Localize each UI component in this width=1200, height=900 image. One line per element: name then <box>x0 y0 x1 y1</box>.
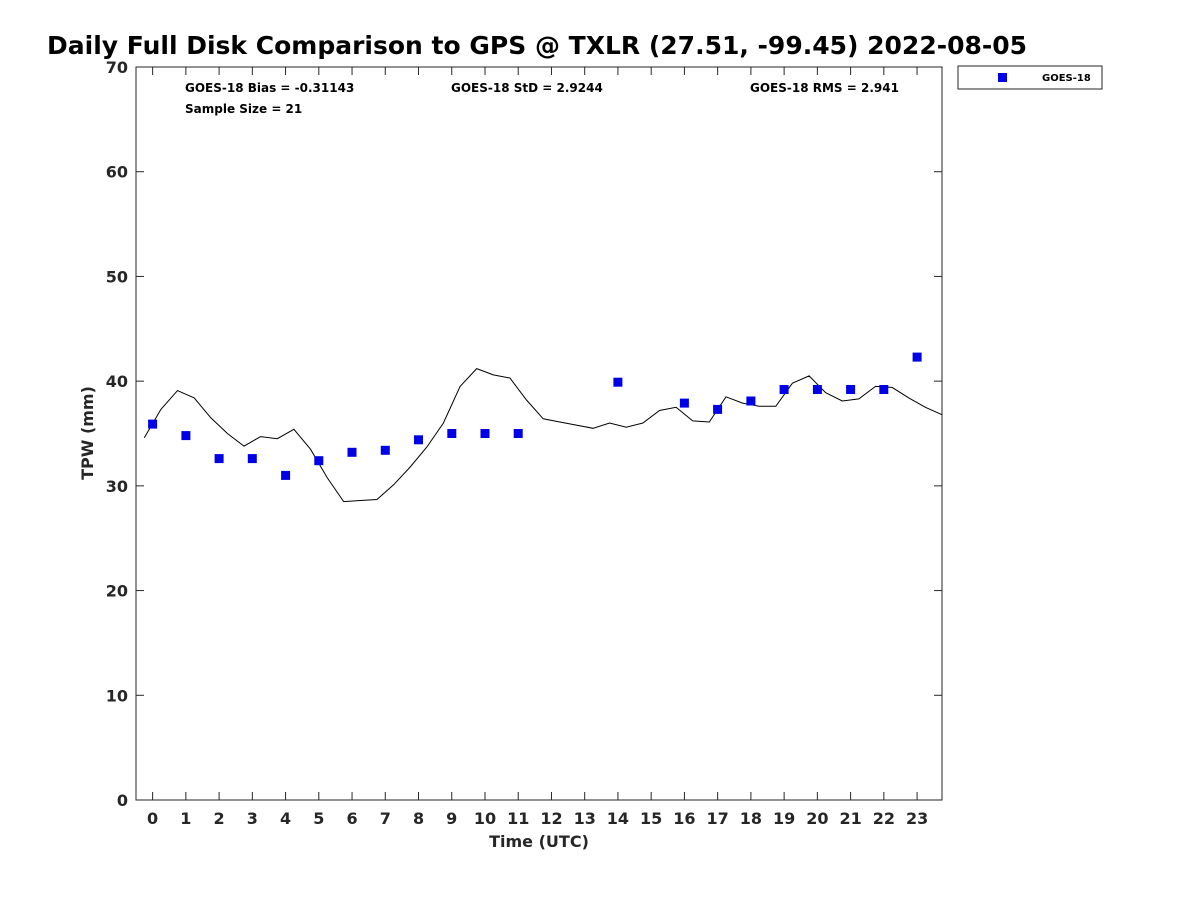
x-tick-label: 16 <box>673 809 695 828</box>
goes-18-point <box>414 435 423 445</box>
y-tick-label: 10 <box>106 686 128 705</box>
x-tick-label: 21 <box>839 809 861 828</box>
x-tick-label: 22 <box>873 809 895 828</box>
goes-18-point <box>214 454 224 464</box>
x-tick-label: 4 <box>280 809 291 828</box>
y-tick-label: 30 <box>106 477 128 496</box>
x-tick-label: 6 <box>346 809 357 828</box>
goes-18-point <box>879 385 889 394</box>
goes-18-point <box>746 396 756 406</box>
goes-18-point <box>912 352 922 362</box>
goes-18-point <box>181 431 191 441</box>
legend-label-goes-18: GOES-18 <box>1042 73 1091 84</box>
series-layer <box>143 352 943 503</box>
goes-18-point <box>148 419 158 429</box>
x-axis-label: Time (UTC) <box>489 832 589 851</box>
x-tick-label: 14 <box>607 809 629 828</box>
x-tick-label: 1 <box>180 809 191 828</box>
y-tick-label: 40 <box>106 372 128 391</box>
goes-18-point <box>679 398 689 408</box>
std-stat: GOES-18 StD = 2.9244 <box>451 81 603 95</box>
goes-18-point <box>347 447 357 457</box>
goes-18-point <box>713 404 723 414</box>
x-tick-label: 9 <box>446 809 457 828</box>
goes-18-point <box>480 429 490 438</box>
y-tick-label: 50 <box>106 267 128 286</box>
goes-18-point <box>613 377 623 387</box>
goes-18-point <box>247 454 257 464</box>
x-tick-label: 17 <box>707 809 729 828</box>
x-tick-label: 11 <box>507 809 529 828</box>
x-tick-label: 3 <box>247 809 258 828</box>
goes-18-point <box>447 429 457 438</box>
x-tick-label: 5 <box>313 809 324 828</box>
bias-stat: GOES-18 Bias = -0.31143 <box>185 81 354 95</box>
rms-stat: GOES-18 RMS = 2.941 <box>750 81 899 95</box>
goes-18-point <box>779 385 789 394</box>
goes-18-point <box>513 429 523 438</box>
plot-area-frame <box>135 66 943 801</box>
x-tick-label: 10 <box>474 809 496 828</box>
goes-18-point <box>846 385 856 394</box>
y-axis-label: TPW (mm) <box>78 386 97 480</box>
x-tick-label: 8 <box>413 809 424 828</box>
x-tick-label: 18 <box>740 809 762 828</box>
goes-18-point <box>281 470 291 480</box>
sample-size-stat: Sample Size = 21 <box>185 102 302 116</box>
x-tick-label: 19 <box>773 809 795 828</box>
y-tick-label: 20 <box>106 582 128 601</box>
x-tick-label: 15 <box>640 809 662 828</box>
legend: GOES-18 <box>957 65 1103 90</box>
goes-18-point <box>812 385 822 394</box>
x-tick-label: 7 <box>380 809 391 828</box>
x-tick-label: 20 <box>806 809 828 828</box>
goes-18-point <box>314 456 324 466</box>
chart-title: Daily Full Disk Comparison to GPS @ TXLR… <box>47 31 1027 60</box>
y-tick-label: 0 <box>117 791 128 810</box>
legend-box <box>957 65 1103 90</box>
x-tick-label: 2 <box>214 809 225 828</box>
x-tick-label: 0 <box>147 809 158 828</box>
y-tick-label: 70 <box>106 58 128 77</box>
x-tick-label: 12 <box>540 809 562 828</box>
y-axis-ticks: 0 10 20 30 40 50 60 70 <box>106 58 942 810</box>
x-tick-label: 13 <box>574 809 596 828</box>
y-tick-label: 60 <box>106 163 128 182</box>
x-axis-ticks: 0 1 2 3 4 5 6 7 8 9 10 11 12 13 14 15 16 17 18 19 20 21 22 23 <box>147 67 928 828</box>
gps-tpw-line <box>143 368 943 503</box>
legend-marker-goes-18 <box>998 73 1007 82</box>
goes-18-point <box>380 445 390 455</box>
x-tick-label: 23 <box>906 809 928 828</box>
